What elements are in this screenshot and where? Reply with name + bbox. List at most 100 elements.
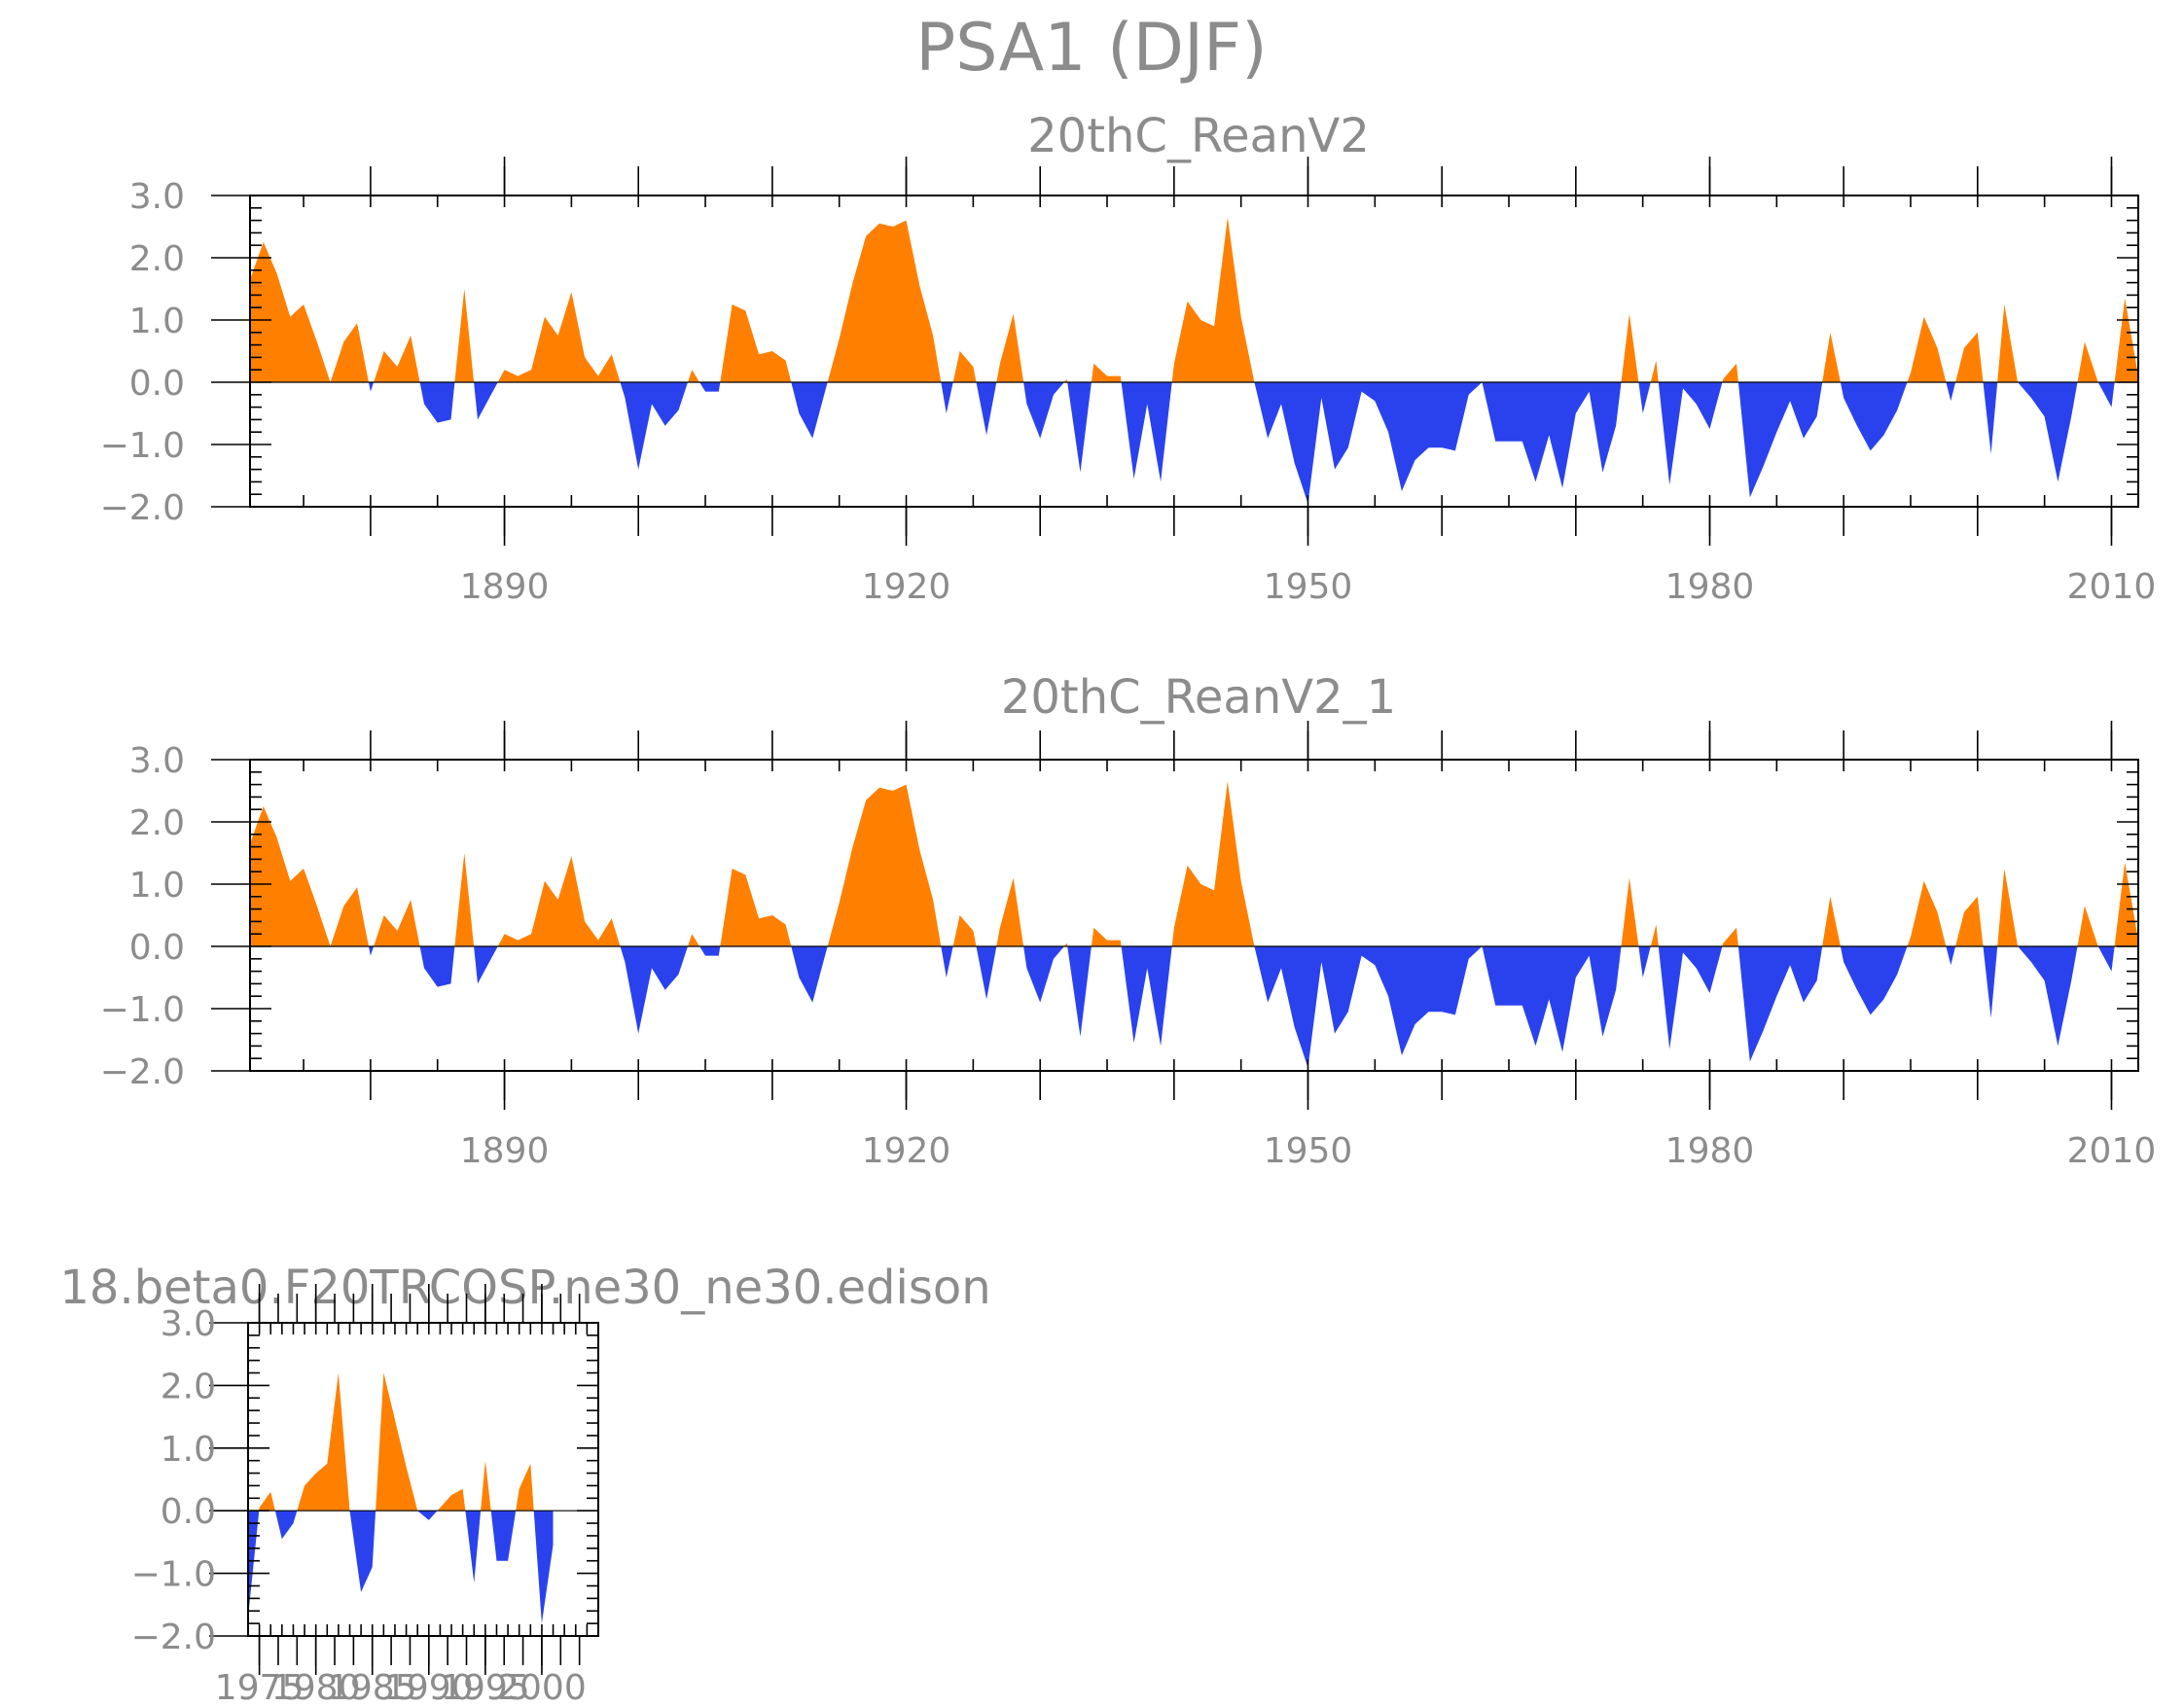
- positive-area-10: [720, 304, 792, 382]
- x-tick-label: 1920: [862, 1131, 951, 1171]
- x-tick-label: 2010: [2067, 567, 2157, 607]
- positive-area-9: [481, 1460, 491, 1511]
- positive-area-34: [1907, 316, 1947, 382]
- negative-area-27: [1638, 946, 1651, 978]
- x-tick-label: 1890: [460, 567, 550, 607]
- y-tick-label: 0.0: [161, 1492, 216, 1532]
- positive-area-8: [688, 370, 700, 382]
- y-tick-label: 0.0: [129, 928, 185, 968]
- positive-area-16: [996, 313, 1024, 382]
- negative-area-0: [248, 1511, 260, 1618]
- negative-area-1: [369, 382, 375, 392]
- positive-area-40: [2077, 906, 2098, 946]
- negative-area-11: [791, 382, 828, 439]
- x-tick-label: 1950: [1264, 567, 1353, 607]
- positive-area-10: [720, 869, 792, 946]
- panel-title: 20thC_ReanV2: [1027, 109, 1370, 163]
- negative-area-5: [474, 946, 498, 984]
- positive-area-26: [1621, 877, 1639, 946]
- y-tick-label: 1.0: [129, 302, 185, 341]
- positive-area-20: [1091, 927, 1122, 946]
- positive-area-20: [1091, 363, 1122, 382]
- negative-area-12: [533, 1511, 554, 1624]
- plot-frame: [249, 759, 2139, 1072]
- panel-20thc-reanv2: 20thC_ReanV2 3.0 2.0 1.0 0.0 −1.0 −2.0 1890 192…: [100, 109, 2157, 607]
- negative-area-39: [2018, 946, 2078, 1047]
- negative-area-17: [1023, 946, 1064, 1003]
- y-tick-label: −1.0: [131, 1555, 216, 1595]
- y-tick-label: 2.0: [129, 803, 185, 843]
- negative-area-21: [1121, 946, 1172, 1047]
- negative-area-25: [1482, 382, 1622, 488]
- positive-area-40: [2077, 341, 2098, 382]
- negative-area-5: [474, 382, 498, 420]
- positive-area-1: [259, 1491, 275, 1511]
- negative-area-37: [1983, 946, 1998, 1018]
- negative-area-8: [465, 1511, 482, 1583]
- negative-area-4: [349, 1511, 376, 1592]
- positive-area-14: [952, 915, 977, 946]
- page-title: PSA1 (DJF): [915, 10, 1267, 87]
- x-tick-label: 1950: [1264, 1131, 1353, 1171]
- x-tick-label: 1980: [1665, 1131, 1755, 1171]
- positive-area-28: [1650, 360, 1659, 382]
- negative-area-15: [976, 382, 997, 436]
- negative-area-1: [369, 946, 375, 956]
- y-tick-label: −2.0: [131, 1618, 216, 1657]
- negative-area-3: [419, 382, 455, 423]
- panel-20thc-reanv2-1: 20thC_ReanV2_1 3.0 2.0 1.0 0.0 −1.0 −2.0 1890 1…: [100, 670, 2157, 1171]
- negative-area-31: [1737, 946, 1823, 1062]
- negative-area-9: [699, 946, 721, 956]
- positive-area-6: [497, 292, 621, 382]
- x-tick-label: 1975: [215, 1668, 304, 1707]
- negative-area-21: [1121, 382, 1172, 482]
- y-tick-label: −2.0: [100, 488, 185, 528]
- negative-area-27: [1638, 382, 1651, 413]
- positive-area-36: [1955, 332, 1984, 382]
- panel-title: 18.beta0.F20TRCOSP.ne30_ne30.edison: [59, 1261, 990, 1315]
- positive-area-3: [297, 1372, 350, 1511]
- negative-area-29: [1658, 946, 1723, 1049]
- negative-area-35: [1946, 382, 1956, 402]
- positive-area-7: [437, 1488, 466, 1511]
- positive-area-38: [1997, 304, 2019, 382]
- negative-area-41: [2097, 382, 2115, 408]
- x-tick-label: 1890: [460, 1131, 550, 1171]
- panel-title: 20thC_ReanV2_1: [1001, 670, 1396, 725]
- positive-area-4: [454, 853, 475, 946]
- positive-area-30: [1722, 927, 1738, 946]
- x-tick-label: 1920: [862, 567, 951, 607]
- y-tick-label: −2.0: [100, 1052, 185, 1092]
- negative-area-23: [1254, 382, 1483, 504]
- positive-area-32: [1822, 896, 1841, 946]
- x-tick-label: 2010: [2067, 1131, 2157, 1171]
- positive-area-36: [1955, 896, 1984, 946]
- positive-area-16: [996, 877, 1024, 946]
- negative-area-10: [490, 1511, 517, 1561]
- negative-area-41: [2097, 946, 2115, 972]
- y-tick-label: −1.0: [100, 426, 185, 466]
- negative-area-6: [417, 1511, 438, 1520]
- y-tick-label: 1.0: [161, 1430, 216, 1470]
- negative-area-29: [1658, 382, 1723, 485]
- positive-area-26: [1621, 313, 1639, 382]
- positive-area-5: [376, 1372, 418, 1511]
- positive-area-22: [1171, 781, 1255, 946]
- negative-area-7: [620, 382, 688, 470]
- x-tick-label: 1990: [384, 1668, 474, 1707]
- positive-area-18: [1064, 942, 1068, 946]
- x-tick-label: 2000: [497, 1668, 587, 1707]
- x-tick-label: 1980: [271, 1668, 361, 1707]
- negative-area-19: [1067, 382, 1092, 473]
- y-tick-label: −1.0: [100, 990, 185, 1030]
- negative-area-19: [1067, 946, 1092, 1037]
- negative-area-31: [1737, 382, 1823, 498]
- negative-area-9: [699, 382, 721, 392]
- positive-area-12: [827, 220, 942, 382]
- negative-area-11: [791, 946, 828, 1003]
- negative-area-13: [941, 946, 953, 978]
- positive-area-11: [516, 1463, 534, 1511]
- positive-area-2: [374, 900, 420, 946]
- negative-area-33: [1840, 946, 1908, 1015]
